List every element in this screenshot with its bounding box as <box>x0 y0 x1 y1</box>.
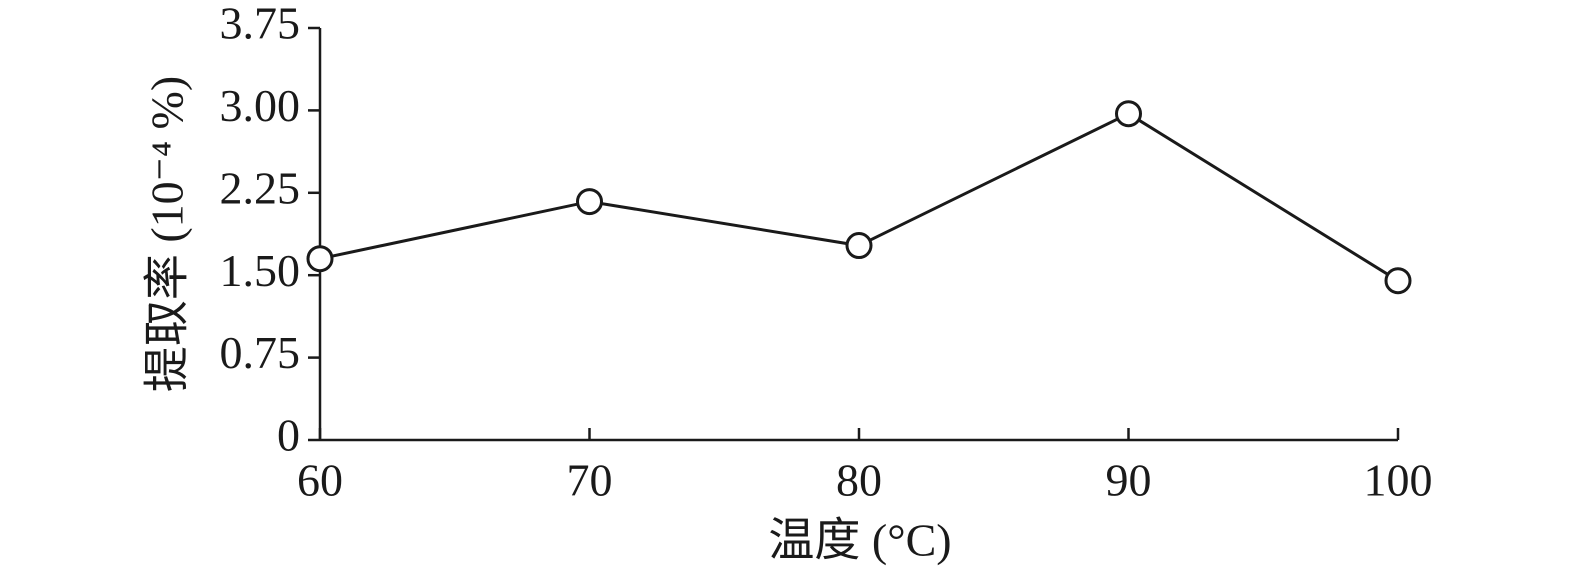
y-tick-label: 0.75 <box>220 327 301 378</box>
y-axis-label: 提取率 (10⁻⁴ %) <box>142 76 193 392</box>
x-tick-label: 70 <box>567 455 613 506</box>
x-tick-label: 100 <box>1364 455 1433 506</box>
y-tick-label: 0 <box>277 410 300 461</box>
y-tick-label: 1.50 <box>220 245 301 296</box>
x-tick-label: 80 <box>836 455 882 506</box>
marker <box>1115 100 1142 128</box>
y-tick-label: 3.00 <box>220 80 301 131</box>
x-tick-label: 90 <box>1106 455 1152 506</box>
marker <box>306 245 334 273</box>
marker <box>845 232 873 260</box>
x-tick-label: 60 <box>297 455 343 506</box>
y-tick-label: 3.75 <box>220 0 301 49</box>
marker <box>1384 267 1412 295</box>
x-axis-label: 温度 (°C) <box>768 515 951 566</box>
marker <box>576 188 603 216</box>
y-tick-label: 2.25 <box>220 162 301 213</box>
